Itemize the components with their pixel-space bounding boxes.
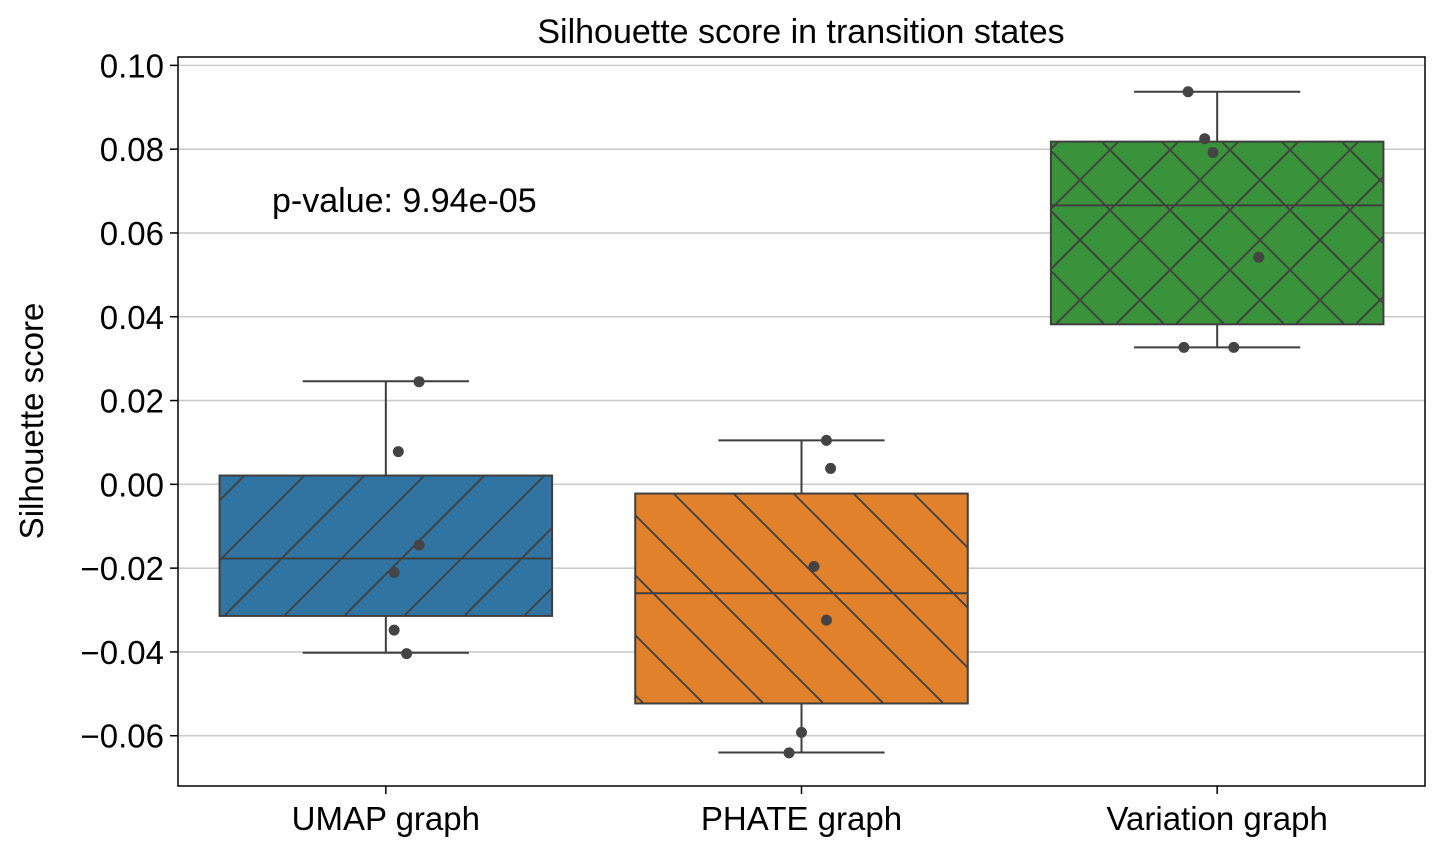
data-point (388, 566, 400, 578)
data-point (1182, 86, 1194, 98)
y-axis: 0.10 0.08 0.06 0.04 0.02 0.00 −0.02 −0.04 −0.06 (81, 47, 178, 755)
p-value-annotation: p-value: 9.94e-05 (272, 182, 537, 220)
box-hatch (218, 474, 554, 617)
box-plots (218, 90, 1385, 754)
data-point (413, 376, 425, 388)
y-tick-label: −0.04 (81, 634, 165, 671)
data-points (388, 86, 1265, 759)
data-point (820, 614, 832, 626)
y-tick-label: 0.06 (100, 215, 164, 252)
data-point (783, 747, 795, 759)
y-tick-label: 0.04 (100, 299, 164, 336)
y-tick-label: 0.02 (100, 383, 164, 420)
data-point (825, 462, 837, 474)
data-point (808, 560, 820, 572)
y-tick-label: −0.06 (81, 718, 165, 755)
box-variation-graph (1049, 90, 1385, 349)
x-axis: UMAP graph PHATE graph Variation graph (292, 786, 1328, 837)
x-tick-label: Variation graph (1106, 800, 1327, 837)
data-point (1199, 133, 1211, 145)
data-point (796, 726, 807, 738)
data-point (1228, 341, 1240, 353)
box-hatch (1049, 140, 1385, 326)
data-point (413, 539, 425, 551)
data-point (1178, 341, 1190, 353)
box-umap-graph (218, 380, 554, 654)
y-tick-label: 0.08 (100, 131, 164, 168)
data-point (401, 648, 413, 660)
data-point (820, 434, 832, 446)
box-hatch (634, 492, 969, 705)
y-tick-label: 0.10 (100, 47, 164, 84)
y-axis-label: Silhouette score (13, 303, 50, 540)
x-tick-label: UMAP graph (292, 800, 480, 837)
data-point (392, 446, 404, 458)
y-tick-label: −0.02 (81, 550, 165, 587)
data-point (388, 624, 400, 636)
y-tick-label: 0.00 (100, 466, 164, 503)
box-phate-graph (634, 439, 969, 754)
data-point (1253, 251, 1265, 263)
chart-title: Silhouette score in transition states (537, 13, 1064, 51)
x-tick-label: PHATE graph (701, 800, 902, 837)
data-point (1207, 147, 1219, 159)
